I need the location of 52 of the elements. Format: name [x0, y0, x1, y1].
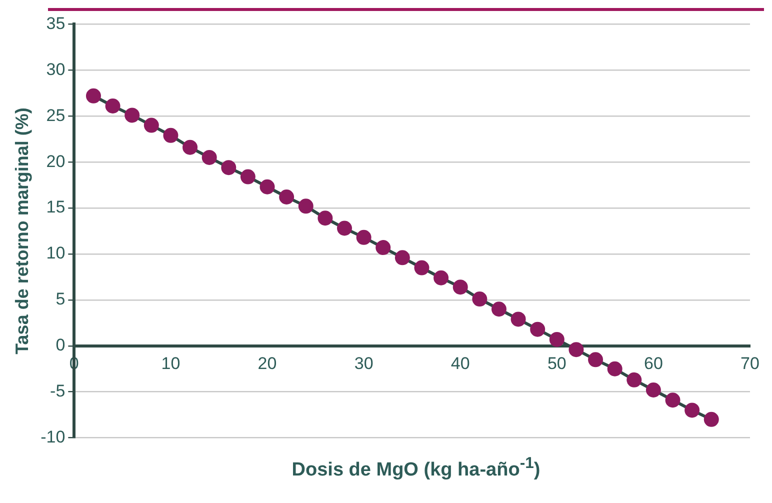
point	[665, 392, 680, 408]
x-tick-label: 70	[740, 354, 760, 373]
point	[221, 160, 236, 176]
point	[414, 260, 430, 276]
y-tick-label: -5	[50, 382, 66, 401]
y-tick-label: 0	[56, 336, 66, 355]
point	[530, 322, 546, 337]
point	[240, 169, 256, 184]
x-tick-label: 50	[547, 354, 566, 373]
point	[182, 140, 198, 155]
point	[86, 88, 101, 104]
y-axis-title: Tasa de retorno marginal (%)	[12, 108, 32, 354]
y-tick-label: 5	[56, 290, 66, 309]
point	[144, 118, 159, 133]
point	[376, 240, 391, 256]
point	[472, 292, 488, 307]
point	[568, 342, 584, 358]
point	[434, 270, 449, 286]
x-tick-label: 10	[161, 354, 180, 373]
point	[202, 150, 217, 165]
point	[124, 108, 140, 123]
y-tick-label: 15	[46, 198, 66, 217]
point	[337, 220, 352, 236]
y-tick-label: 35	[46, 14, 66, 33]
point	[260, 179, 275, 194]
y-tick-label: 25	[46, 106, 66, 125]
x-axis-title: Dosis de MgO (kg ha-año$^{-1}$)	[290, 455, 542, 482]
y-tick-label: 10	[46, 244, 66, 263]
point	[646, 382, 661, 398]
point	[549, 332, 564, 347]
point	[298, 198, 314, 214]
point	[163, 128, 178, 143]
point	[626, 372, 642, 388]
point	[452, 280, 468, 295]
point	[704, 412, 719, 427]
point	[491, 302, 506, 317]
point	[588, 352, 604, 368]
x-tick-label: 60	[644, 354, 663, 373]
x-tick-label: 30	[354, 354, 374, 373]
point	[684, 402, 700, 418]
point	[356, 230, 372, 245]
x-tick-label: 20	[258, 354, 277, 373]
y-tick-label: -10	[40, 427, 66, 446]
point	[394, 250, 410, 266]
y-tick-label: 20	[46, 152, 66, 171]
x-tick-label: 40	[450, 354, 470, 373]
point	[318, 210, 333, 226]
point	[510, 312, 526, 327]
y-tick-label: 30	[46, 60, 66, 79]
point	[105, 98, 120, 114]
point	[607, 361, 622, 376]
point	[279, 189, 294, 204]
